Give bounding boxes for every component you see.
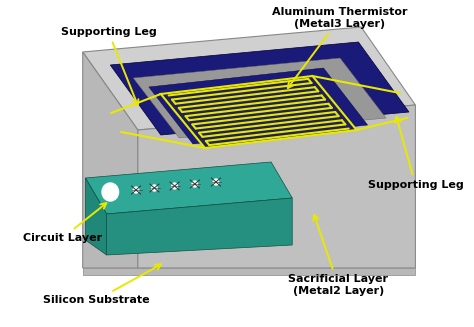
Text: Sacrificial Layer
(Metal2 Layer): Sacrificial Layer (Metal2 Layer)	[288, 215, 388, 296]
Polygon shape	[107, 198, 292, 255]
Text: Silicon Substrate: Silicon Substrate	[43, 265, 161, 305]
Polygon shape	[82, 27, 415, 130]
Text: Circuit Layer: Circuit Layer	[23, 203, 106, 243]
Circle shape	[133, 187, 139, 193]
Circle shape	[213, 179, 219, 185]
Polygon shape	[161, 76, 356, 148]
Polygon shape	[82, 52, 138, 268]
Polygon shape	[85, 178, 107, 255]
Text: Supporting Leg: Supporting Leg	[368, 117, 464, 190]
Circle shape	[152, 185, 157, 191]
Polygon shape	[133, 58, 386, 138]
Polygon shape	[110, 42, 409, 135]
Circle shape	[192, 181, 198, 187]
Polygon shape	[85, 162, 292, 214]
Text: Aluminum Thermistor
(Metal3 Layer): Aluminum Thermistor (Metal3 Layer)	[272, 7, 408, 88]
Polygon shape	[82, 268, 415, 275]
Polygon shape	[138, 105, 415, 268]
Polygon shape	[149, 68, 368, 144]
Circle shape	[102, 183, 118, 201]
Circle shape	[172, 183, 177, 189]
Text: Supporting Leg: Supporting Leg	[61, 27, 156, 105]
